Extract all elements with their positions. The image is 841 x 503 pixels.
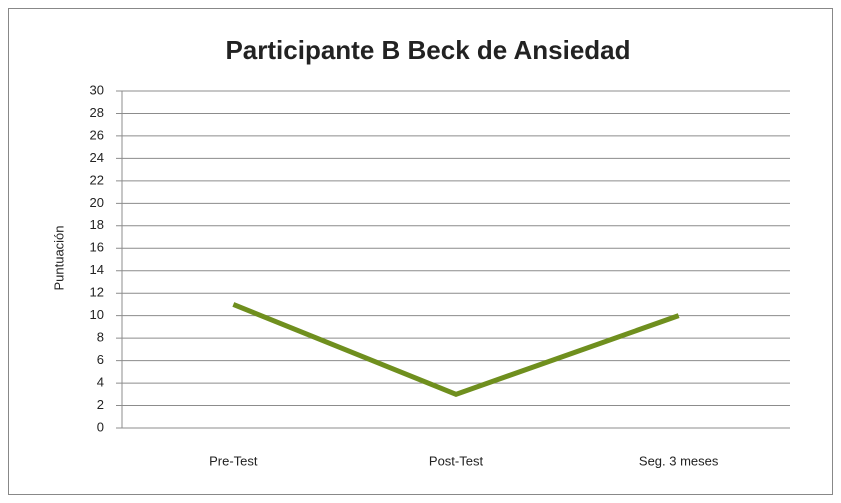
y-tick-label: 12 [90,285,104,300]
y-tick-label: 10 [90,307,104,322]
x-tick-label: Seg. 3 meses [639,453,719,468]
y-tick-label: 22 [90,172,104,187]
x-tick-label: Pre-Test [209,453,258,468]
x-tick-label: Post-Test [429,453,484,468]
y-tick-label: 24 [90,150,104,165]
chart-title: Participante B Beck de Ansiedad [225,35,630,65]
y-tick-label: 2 [97,397,104,412]
y-tick-label: 6 [97,352,104,367]
data-line [232,302,680,397]
y-tick-label: 16 [90,240,104,255]
y-tick-label: 8 [97,330,104,345]
y-tick-label: 14 [90,262,104,277]
y-tick-label: 4 [97,375,104,390]
y-tick-label: 18 [90,217,104,232]
y-tick-label: 30 [90,82,104,97]
y-axis-label: Puntuación [51,225,66,290]
y-tick-label: 0 [97,419,104,434]
chart-border [8,8,833,495]
y-tick-label: 20 [90,195,104,210]
y-tick-label: 28 [90,105,104,120]
y-tick-label: 26 [90,127,104,142]
